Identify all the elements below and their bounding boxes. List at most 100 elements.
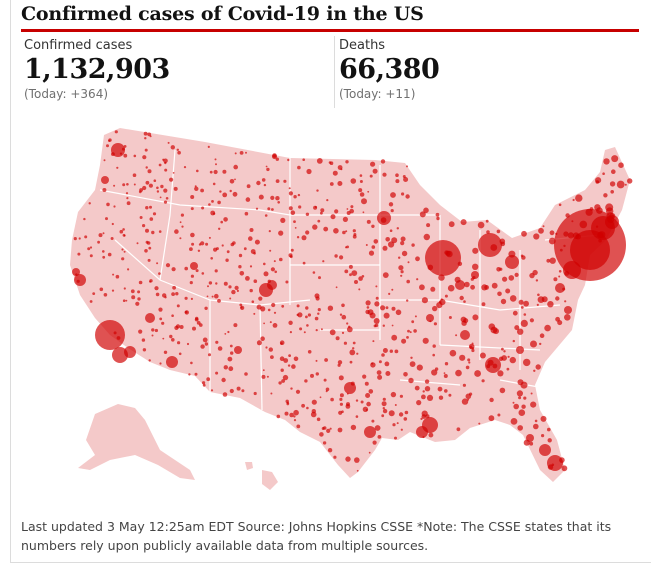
- state-border: [380, 299, 561, 311]
- county-bubble: [148, 359, 151, 362]
- county-bubble: [544, 324, 551, 332]
- county-bubble: [339, 255, 344, 260]
- county-bubble: [426, 223, 431, 228]
- county-bubble: [153, 179, 157, 182]
- county-bubble: [176, 304, 180, 308]
- county-bubble: [191, 242, 195, 246]
- county-bubble: [290, 387, 293, 390]
- county-bubble: [163, 200, 168, 204]
- county-bubble: [323, 378, 327, 382]
- county-bubble: [349, 360, 353, 364]
- county-bubble: [366, 219, 371, 224]
- county-bubble: [533, 423, 539, 430]
- county-bubble: [224, 333, 227, 335]
- county-bubble: [444, 389, 448, 393]
- county-bubble: [211, 200, 214, 203]
- land-layer: [70, 128, 630, 490]
- county-bubble: [371, 224, 375, 228]
- county-bubble: [197, 249, 201, 252]
- county-bubble: [214, 158, 217, 161]
- county-bubble: [288, 354, 291, 357]
- county-bubble: [278, 381, 282, 385]
- county-bubble: [209, 170, 213, 174]
- hotspot-bubble: [555, 283, 565, 293]
- county-bubble: [303, 331, 306, 334]
- county-bubble: [162, 337, 165, 340]
- county-bubble: [382, 408, 388, 414]
- county-bubble: [374, 323, 379, 328]
- county-bubble: [174, 229, 179, 234]
- county-bubble: [465, 365, 470, 370]
- county-bubble: [184, 310, 189, 315]
- county-bubble: [435, 212, 440, 217]
- county-bubble: [316, 417, 321, 422]
- county-bubble: [520, 306, 524, 309]
- county-bubble: [289, 412, 294, 418]
- county-bubble: [207, 285, 209, 288]
- county-bubble: [145, 228, 149, 233]
- county-bubble: [207, 145, 210, 148]
- county-bubble: [330, 397, 334, 402]
- county-bubble: [280, 217, 286, 223]
- state-border: [259, 304, 263, 411]
- county-bubble: [348, 325, 351, 328]
- county-bubble: [289, 255, 293, 259]
- county-bubble: [190, 361, 193, 365]
- county-bubble: [327, 305, 334, 311]
- county-bubble: [184, 266, 188, 271]
- county-bubble: [297, 165, 301, 170]
- county-bubble: [97, 240, 100, 244]
- hotspot-bubble: [539, 444, 551, 456]
- county-bubble: [510, 418, 518, 425]
- county-bubble: [595, 177, 602, 184]
- county-bubble: [263, 271, 269, 277]
- county-bubble: [521, 230, 527, 237]
- county-bubble: [227, 356, 233, 362]
- county-bubble: [339, 397, 343, 401]
- county-bubble: [401, 250, 408, 257]
- county-bubble: [359, 192, 365, 197]
- county-bubble: [432, 353, 436, 357]
- county-bubble: [78, 237, 81, 240]
- confirmed-cases-today: (Today: +364): [24, 87, 109, 101]
- county-bubble: [400, 241, 405, 246]
- county-bubble: [285, 399, 289, 403]
- county-bubble: [196, 169, 199, 173]
- county-bubble: [416, 364, 423, 371]
- county-bubble: [382, 397, 386, 401]
- hotspot-bubble: [485, 357, 501, 373]
- county-bubble: [171, 314, 174, 318]
- county-bubble: [553, 277, 558, 282]
- county-bubble: [126, 201, 131, 206]
- county-bubble: [258, 296, 263, 301]
- county-bubble: [154, 286, 159, 291]
- county-bubble: [219, 190, 222, 193]
- county-bubble: [447, 284, 455, 292]
- county-bubble: [380, 305, 386, 311]
- county-bubble: [287, 158, 290, 162]
- county-bubble: [281, 304, 285, 308]
- county-bubble: [438, 300, 442, 304]
- county-bubble: [530, 340, 537, 348]
- hotspot-bubble: [426, 314, 434, 322]
- county-bubble: [194, 372, 198, 376]
- county-bubble: [226, 250, 230, 254]
- county-bubble: [339, 313, 343, 316]
- county-bubble: [422, 390, 425, 393]
- county-bubble: [497, 291, 502, 297]
- county-bubble: [102, 232, 105, 235]
- county-bubble: [547, 438, 552, 443]
- county-bubble: [448, 316, 452, 319]
- county-bubble: [406, 165, 408, 168]
- county-bubble: [145, 206, 149, 210]
- county-bubble: [624, 183, 627, 186]
- county-bubble: [381, 414, 385, 418]
- county-bubble: [149, 135, 152, 138]
- county-bubble: [130, 289, 135, 294]
- county-bubble: [171, 338, 175, 342]
- county-bubble: [334, 254, 338, 258]
- hotspot-bubble: [471, 271, 479, 279]
- county-bubble: [390, 192, 396, 198]
- county-bubble: [518, 409, 526, 417]
- county-bubble: [145, 166, 148, 169]
